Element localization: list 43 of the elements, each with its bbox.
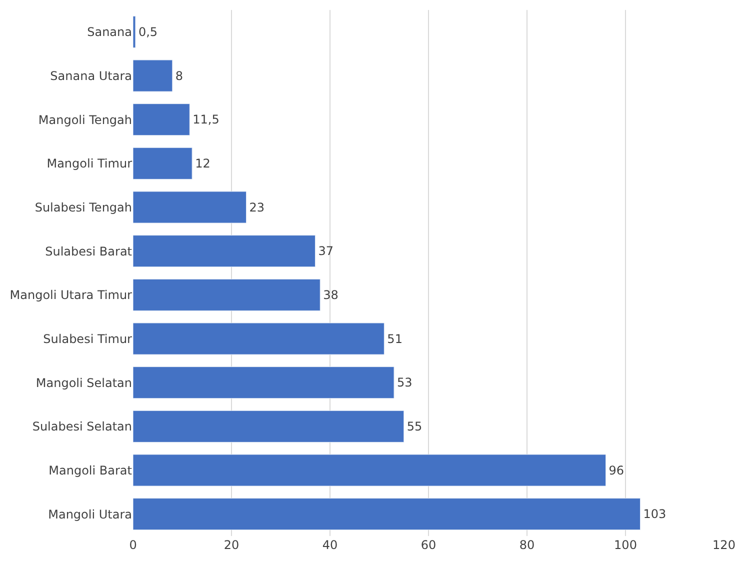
bar xyxy=(133,16,136,48)
data-label: 11,5 xyxy=(192,112,220,127)
bar xyxy=(133,147,192,180)
data-label: 37 xyxy=(318,244,334,258)
bar xyxy=(133,235,316,268)
data-label: 8 xyxy=(175,68,184,83)
y-tick-label: Sulabesi Barat xyxy=(45,244,132,258)
data-label: 55 xyxy=(406,419,422,434)
x-tick-label: 0 xyxy=(129,538,137,552)
data-label: 51 xyxy=(387,332,402,346)
bar xyxy=(133,191,247,224)
y-tick-label: Sulabesi Timur xyxy=(43,332,132,346)
y-tick-label: Sanana Utara xyxy=(50,68,132,83)
y-tick-label: Mangoli Barat xyxy=(48,463,132,478)
data-label: 103 xyxy=(643,507,666,522)
bar xyxy=(133,454,606,486)
y-tick-label: Mangoli Selatan xyxy=(36,376,132,390)
data-label: 23 xyxy=(249,200,265,214)
y-tick-label: Sulabesi Selatan xyxy=(32,420,132,434)
x-tick-label: 60 xyxy=(420,538,436,552)
bar xyxy=(133,322,384,355)
y-tick-label: Sulabesi Tengah xyxy=(34,200,132,214)
y-tick-label: Mangoli Utara xyxy=(48,507,132,522)
x-tick-label: 100 xyxy=(614,538,637,552)
x-tick-label: 120 xyxy=(712,538,736,552)
y-tick-label: Sanana xyxy=(87,25,132,40)
x-tick-label: 20 xyxy=(224,538,240,552)
bar xyxy=(133,366,394,399)
bar xyxy=(133,410,404,442)
data-label: 53 xyxy=(397,376,412,390)
bar xyxy=(133,104,190,136)
data-label: 38 xyxy=(323,288,338,302)
y-tick-label: Mangoli Tengah xyxy=(38,112,132,127)
bar xyxy=(133,278,320,311)
y-tick-label: Mangoli Utara Timur xyxy=(10,288,132,302)
y-tick-label: Mangoli Timur xyxy=(46,156,132,171)
data-label: 12 xyxy=(195,156,210,170)
x-tick-label: 80 xyxy=(519,538,535,552)
data-label: 96 xyxy=(608,463,624,478)
data-label: 0,5 xyxy=(138,24,158,39)
bar xyxy=(133,60,173,92)
bar xyxy=(133,498,641,530)
x-tick-label: 40 xyxy=(322,538,338,552)
